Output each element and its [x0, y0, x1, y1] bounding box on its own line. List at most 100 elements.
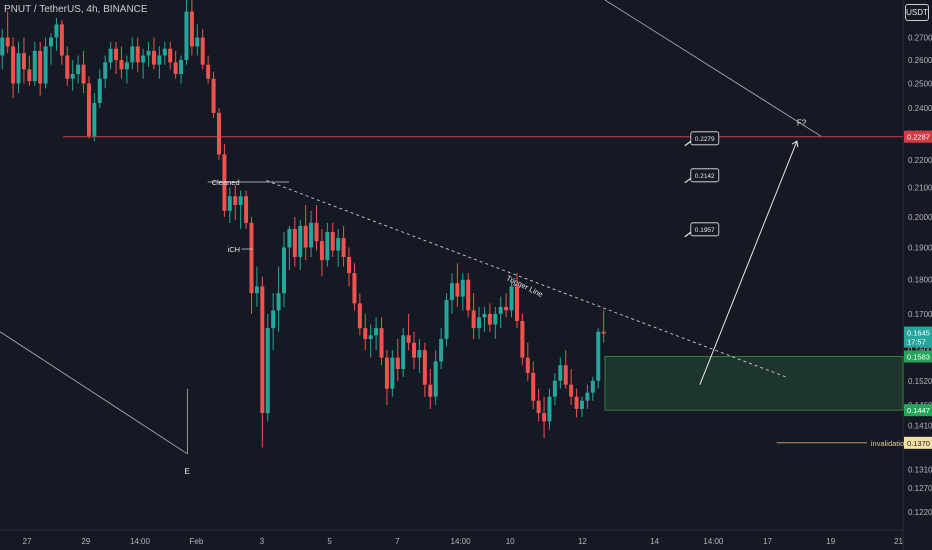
candle-body	[233, 196, 238, 205]
y-tick-label: 0.2500	[908, 79, 932, 88]
candle-body	[184, 11, 189, 61]
projection-arrowhead	[791, 140, 799, 148]
candle-body	[43, 46, 48, 84]
candle-body	[287, 228, 292, 248]
candle-body	[124, 62, 129, 70]
x-tick-label: 14:00	[130, 537, 151, 546]
upper-channel-line	[604, 0, 822, 138]
currency-button[interactable]: USDT	[905, 4, 929, 21]
zone-bottom-price-tag-bg	[904, 404, 932, 417]
candle-body	[135, 46, 140, 63]
candle-body	[422, 350, 427, 385]
candle-body	[357, 303, 362, 329]
candle-body	[162, 48, 167, 56]
resistance-price-tag: 0.2287	[907, 133, 930, 142]
candle-body	[103, 62, 108, 79]
candle-body	[363, 328, 368, 340]
candle-body	[281, 247, 286, 294]
candle-body	[579, 400, 584, 409]
x-tick-label: 3	[260, 537, 265, 546]
plot-area	[0, 0, 903, 530]
candle-body	[298, 225, 303, 257]
candle-body	[319, 241, 324, 261]
candle-body	[130, 46, 135, 63]
x-tick-label: 14	[650, 537, 659, 546]
candle-body	[347, 256, 352, 274]
candle-body	[482, 313, 487, 318]
candle-body	[471, 310, 476, 329]
candle-body	[21, 53, 26, 70]
candle-body	[341, 238, 346, 257]
x-tick-label: 21	[894, 537, 903, 546]
candle-body	[189, 11, 194, 47]
candle-body	[206, 64, 211, 79]
y-tick-label: 0.2100	[908, 184, 932, 193]
zone-top-price-tag: 0.1583	[907, 352, 930, 361]
candle-body	[493, 313, 498, 325]
candle-body	[216, 112, 221, 155]
y-tick-label: 0.1900	[908, 243, 932, 252]
trigger-line	[266, 180, 786, 378]
candle-body	[520, 320, 525, 358]
candle-body	[260, 286, 265, 414]
y-tick-label: 0.2200	[908, 156, 932, 165]
x-tick-label: 27	[23, 537, 32, 546]
candle-body	[54, 24, 59, 38]
candle-body	[168, 48, 173, 63]
invalidation-price-tag: 0.1370	[907, 439, 930, 448]
candle-body	[70, 74, 75, 79]
bar-countdown-label: 17:57	[907, 338, 926, 347]
candle-body	[433, 361, 438, 397]
target-label: 0.1957	[695, 227, 715, 234]
candle-body	[27, 69, 32, 82]
candle-body	[244, 196, 249, 223]
lower-channel-line	[0, 331, 188, 455]
candle-body	[265, 328, 270, 414]
candle-body	[504, 306, 509, 311]
x-tick-label: 12	[578, 537, 587, 546]
candle-body	[108, 48, 113, 63]
y-tick-label: 0.2400	[908, 104, 932, 113]
candle-body	[574, 396, 579, 409]
y-tick-label: 0.2600	[908, 56, 932, 65]
candle-body	[254, 286, 259, 294]
projection-arrow	[699, 140, 798, 385]
candle-body	[395, 357, 400, 370]
candle-body	[222, 154, 227, 211]
y-tick-label: 0.2000	[908, 213, 932, 222]
resistance-price-tag-bg	[904, 130, 932, 143]
candle-body	[542, 413, 547, 422]
candle-body	[412, 342, 417, 358]
candle-body	[401, 335, 406, 370]
demand-zone	[604, 356, 904, 411]
candle-body	[330, 231, 335, 251]
candle-body	[86, 83, 91, 136]
candle-body	[0, 37, 5, 56]
y-tick-label: 0.1520	[908, 377, 932, 386]
candle-body	[325, 231, 330, 261]
target-box	[690, 168, 720, 183]
candle-body	[303, 225, 308, 248]
target-label: 0.2142	[695, 173, 715, 180]
f-label: F?	[797, 119, 807, 128]
candle-body	[314, 222, 319, 242]
candle-body	[531, 372, 536, 401]
candle-body	[200, 37, 205, 65]
candle-body	[558, 365, 563, 381]
invalidation-label: invalidation level	[871, 439, 926, 448]
candle-body	[49, 37, 54, 47]
y-tick-label: 0.2700	[908, 34, 932, 43]
x-tick-label: 17	[763, 537, 772, 546]
candle-body	[536, 400, 541, 414]
candle-body	[11, 46, 16, 84]
candle-body	[141, 55, 146, 63]
candle-body	[146, 50, 151, 56]
y-tick-label: 0.1220	[908, 508, 932, 517]
x-tick-label: 29	[81, 537, 90, 546]
candle-body	[379, 328, 384, 358]
candle-body	[157, 55, 162, 65]
candle-body	[390, 357, 395, 389]
candle-body	[195, 37, 200, 47]
candle-body	[114, 48, 119, 61]
